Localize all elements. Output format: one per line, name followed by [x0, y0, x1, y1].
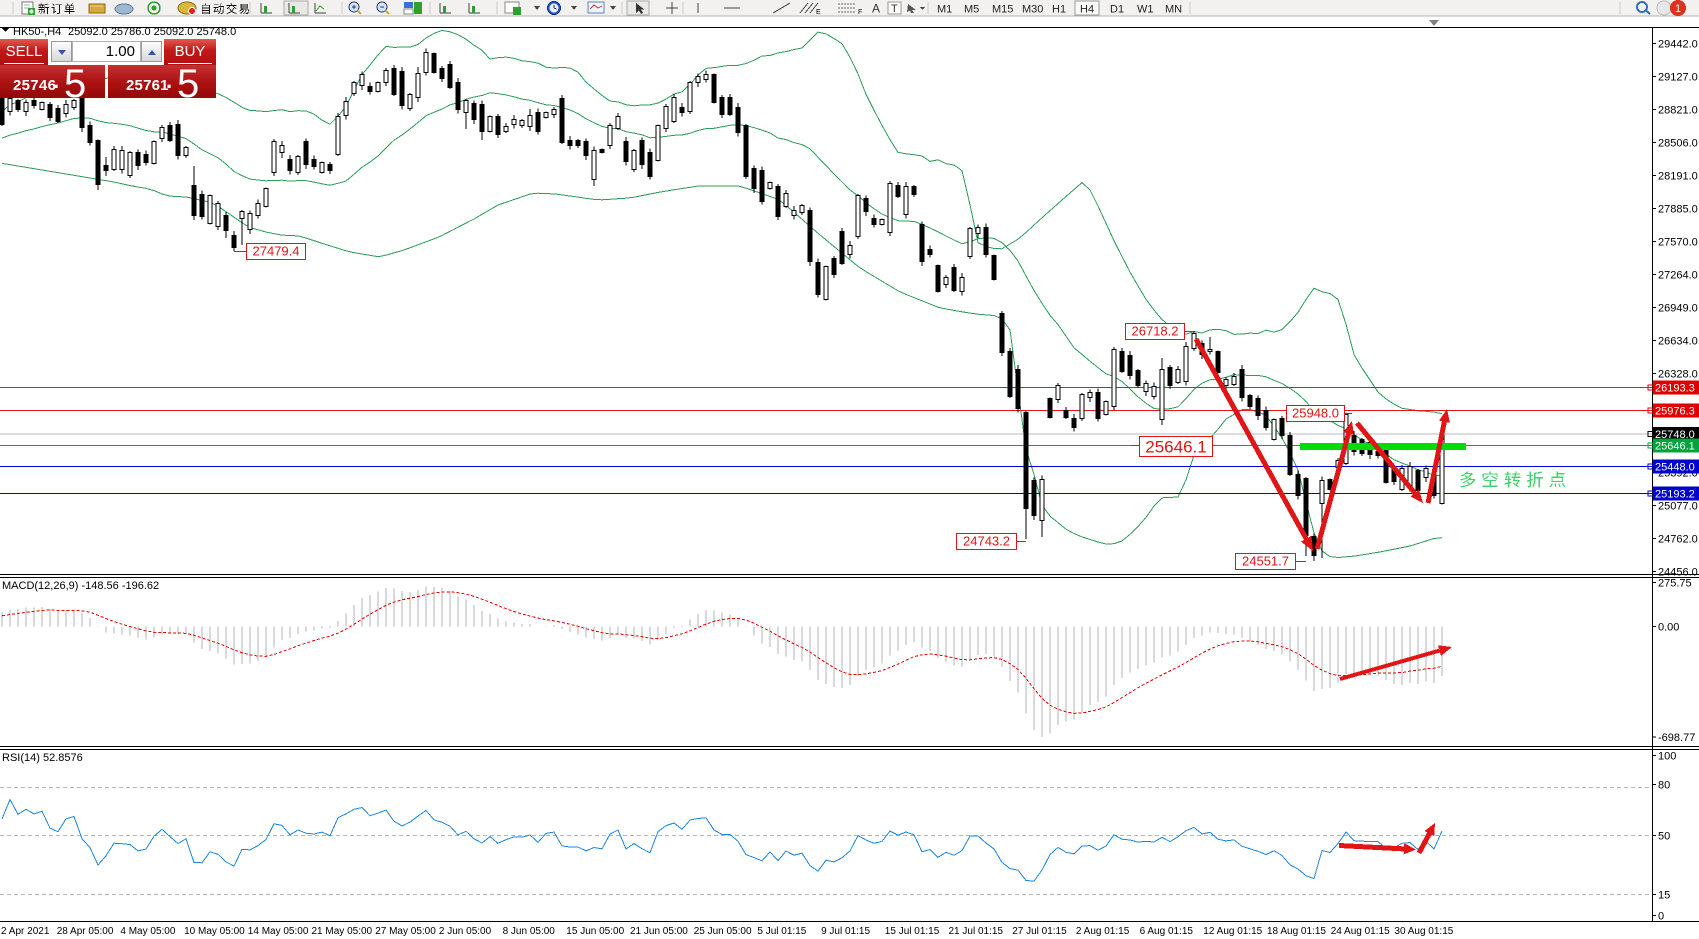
svg-text:M30: M30	[1022, 4, 1043, 16]
svg-text:14 May 05:00: 14 May 05:00	[248, 926, 309, 937]
svg-text:MACD(12,26,9) -148.56 -196.62: MACD(12,26,9) -148.56 -196.62	[2, 580, 159, 592]
svg-text:27570.0: 27570.0	[1658, 236, 1698, 248]
svg-text:RSI(14) 52.8576: RSI(14) 52.8576	[2, 752, 83, 764]
svg-text:27 Jul 01:15: 27 Jul 01:15	[1012, 926, 1067, 937]
svg-text:24456.0: 24456.0	[1658, 566, 1698, 578]
svg-text:25077.0: 25077.0	[1658, 500, 1698, 512]
svg-text:15: 15	[1658, 890, 1670, 902]
svg-text:10 May 05:00: 10 May 05:00	[184, 926, 245, 937]
svg-text:D1: D1	[1110, 4, 1124, 16]
svg-text:21 Jun 05:00: 21 Jun 05:00	[630, 926, 688, 937]
svg-text:27 May 05:00: 27 May 05:00	[375, 926, 436, 937]
svg-text:H4: H4	[1080, 4, 1094, 16]
svg-text:A: A	[872, 2, 880, 16]
svg-text:28821.0: 28821.0	[1658, 104, 1698, 116]
svg-text:275.75: 275.75	[1658, 577, 1692, 589]
svg-text:21 Jul 01:15: 21 Jul 01:15	[949, 926, 1004, 937]
svg-text:15 Jul 01:15: 15 Jul 01:15	[885, 926, 940, 937]
svg-text:24743.2: 24743.2	[963, 534, 1010, 549]
svg-text:27264.0: 27264.0	[1658, 269, 1698, 281]
svg-text:28191.0: 28191.0	[1658, 170, 1698, 182]
svg-text:H1: H1	[1052, 4, 1066, 16]
svg-text:25448.0: 25448.0	[1655, 461, 1695, 473]
svg-text:T: T	[891, 3, 898, 15]
svg-text:26328.0: 26328.0	[1658, 368, 1698, 380]
svg-text:9 Jul 01:15: 9 Jul 01:15	[821, 926, 870, 937]
svg-text:24551.7: 24551.7	[1242, 554, 1289, 569]
svg-text:2 Apr 2021: 2 Apr 2021	[1, 926, 50, 937]
svg-text:24762.0: 24762.0	[1658, 533, 1698, 545]
svg-text:6 Aug 01:15: 6 Aug 01:15	[1140, 926, 1194, 937]
svg-text:25748.0: 25748.0	[1655, 429, 1695, 441]
svg-text:30 Aug 01:15: 30 Aug 01:15	[1394, 926, 1453, 937]
svg-text:26634.0: 26634.0	[1658, 335, 1698, 347]
svg-text:26949.0: 26949.0	[1658, 302, 1698, 314]
svg-text:26193.3: 26193.3	[1655, 382, 1695, 394]
svg-text:25646.1: 25646.1	[1655, 440, 1695, 452]
svg-text:2 Jun 05:00: 2 Jun 05:00	[439, 926, 492, 937]
svg-text:12 Aug 01:15: 12 Aug 01:15	[1203, 926, 1262, 937]
svg-text:0: 0	[1658, 911, 1664, 923]
svg-text:27479.4: 27479.4	[253, 244, 300, 259]
svg-text:0.00: 0.00	[1658, 621, 1679, 633]
svg-text:-698.77: -698.77	[1658, 732, 1695, 744]
svg-text:25948.0: 25948.0	[1292, 406, 1339, 421]
svg-text:M5: M5	[964, 4, 979, 16]
svg-text:80: 80	[1658, 780, 1670, 792]
svg-text:HK50-,H4: HK50-,H4	[13, 26, 61, 38]
svg-text:1: 1	[1675, 3, 1681, 15]
svg-text:4 May 05:00: 4 May 05:00	[120, 926, 175, 937]
svg-text:E: E	[816, 9, 821, 16]
svg-text:25193.2: 25193.2	[1655, 488, 1695, 500]
svg-text:21 May 05:00: 21 May 05:00	[312, 926, 373, 937]
svg-text:25092.0 25786.0 25092.0 25748.: 25092.0 25786.0 25092.0 25748.0	[68, 26, 236, 38]
svg-text:28 Apr 05:00: 28 Apr 05:00	[57, 926, 114, 937]
svg-text:5 Jul 01:15: 5 Jul 01:15	[757, 926, 806, 937]
svg-text:28506.0: 28506.0	[1658, 137, 1698, 149]
svg-text:15 Jun 05:00: 15 Jun 05:00	[566, 926, 624, 937]
svg-text:26718.2: 26718.2	[1132, 324, 1179, 339]
svg-text:M15: M15	[992, 4, 1013, 16]
svg-text:27885.0: 27885.0	[1658, 203, 1698, 215]
svg-text:2 Aug 01:15: 2 Aug 01:15	[1076, 926, 1130, 937]
svg-text:29442.0: 29442.0	[1658, 38, 1698, 50]
svg-text:M1: M1	[937, 4, 952, 16]
svg-text:25976.3: 25976.3	[1655, 405, 1695, 417]
svg-text:29127.0: 29127.0	[1658, 71, 1698, 83]
svg-text:50: 50	[1658, 831, 1670, 843]
svg-text:18 Aug 01:15: 18 Aug 01:15	[1267, 926, 1326, 937]
svg-text:25 Jun 05:00: 25 Jun 05:00	[694, 926, 752, 937]
svg-text:MN: MN	[1165, 4, 1182, 16]
svg-text:25646.1: 25646.1	[1145, 438, 1206, 457]
svg-text:F: F	[858, 9, 862, 16]
svg-text:W1: W1	[1137, 4, 1154, 16]
svg-text:100: 100	[1658, 751, 1676, 763]
svg-text:24 Aug 01:15: 24 Aug 01:15	[1331, 926, 1390, 937]
svg-text:8 Jun 05:00: 8 Jun 05:00	[503, 926, 556, 937]
